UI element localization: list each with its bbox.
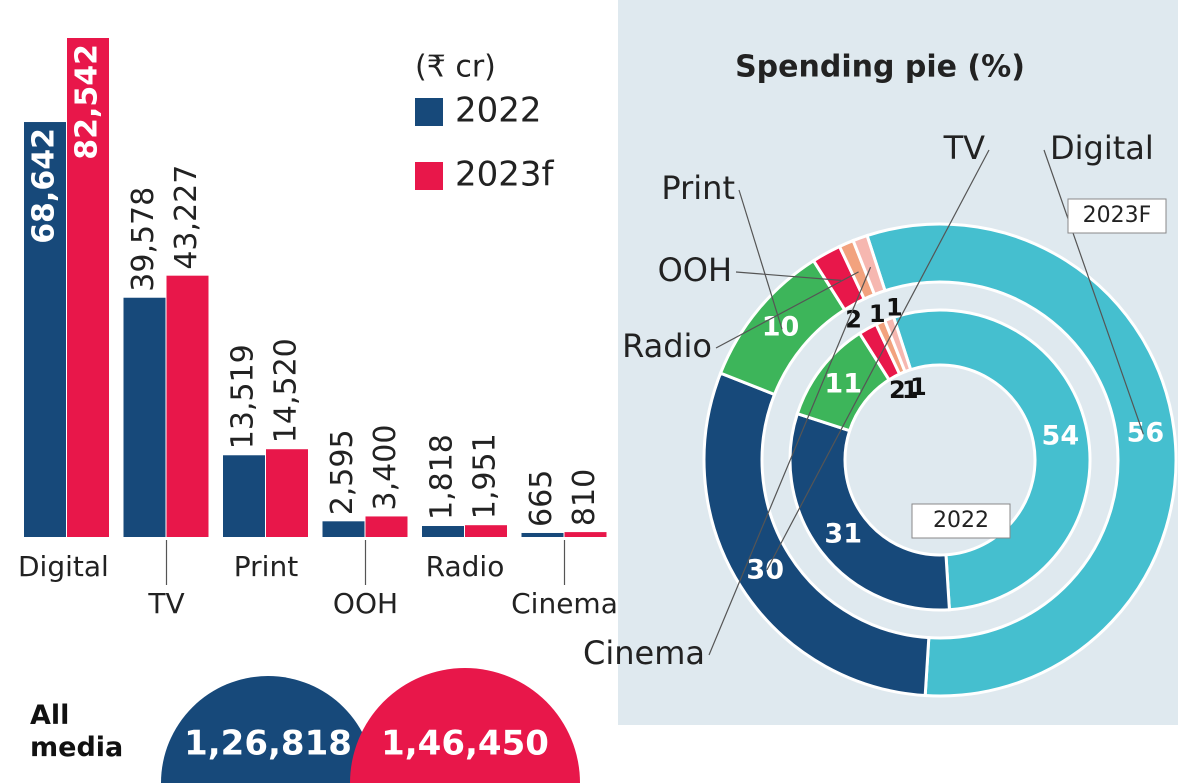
x-tick-label: Print bbox=[234, 550, 298, 583]
ring-callout bbox=[911, 503, 1011, 539]
bar bbox=[564, 532, 607, 537]
legend-swatch bbox=[415, 98, 443, 126]
bar bbox=[123, 297, 166, 537]
leader-line bbox=[708, 266, 872, 656]
pie-slice bbox=[882, 315, 913, 374]
slice-label: 31 bbox=[824, 519, 862, 550]
slice-label: 54 bbox=[1042, 421, 1080, 452]
value-label: 13,519 bbox=[226, 344, 261, 449]
total-value: 1,26,818 bbox=[184, 724, 352, 764]
leader-line bbox=[1043, 149, 1144, 435]
x-tick-label: TV bbox=[147, 587, 184, 620]
leader-line bbox=[738, 189, 783, 330]
legend-swatch bbox=[415, 162, 443, 190]
leader-line bbox=[766, 149, 990, 571]
value-label: 665 bbox=[524, 470, 559, 527]
bar bbox=[24, 122, 66, 537]
category-label: Digital bbox=[1050, 129, 1154, 167]
pie-slice bbox=[865, 222, 1178, 698]
slice-label: 1 bbox=[869, 300, 886, 328]
bar bbox=[67, 38, 109, 537]
slice-label: 2 bbox=[845, 306, 862, 334]
value-label: 3,400 bbox=[368, 425, 403, 511]
value-label: 1,818 bbox=[425, 434, 460, 520]
pie-slice bbox=[851, 233, 887, 297]
bar bbox=[266, 449, 308, 537]
ring-label: 2023F bbox=[1083, 203, 1152, 228]
category-label: TV bbox=[943, 129, 986, 167]
ring-label: 2022 bbox=[933, 508, 989, 533]
bar bbox=[322, 521, 365, 537]
category-label: Radio bbox=[622, 327, 712, 365]
pie-slice bbox=[788, 411, 952, 612]
total-semicircle bbox=[160, 676, 376, 783]
legend-title: (₹ cr) bbox=[415, 50, 496, 85]
bar bbox=[166, 275, 209, 537]
pie-slice bbox=[891, 308, 1092, 612]
x-tick-label: OOH bbox=[333, 587, 398, 620]
total-label: All media bbox=[30, 700, 124, 763]
total-semicircle bbox=[350, 668, 580, 783]
slice-label: 1 bbox=[910, 373, 927, 401]
bar bbox=[422, 526, 464, 537]
leader-line bbox=[735, 271, 842, 281]
slice-label: 1 bbox=[886, 294, 903, 322]
value-label: 2,595 bbox=[325, 429, 360, 515]
bar bbox=[465, 525, 507, 537]
legend-label: 2022 bbox=[455, 91, 542, 131]
total-value: 1,46,450 bbox=[381, 724, 549, 764]
chart-title: Spending pie (%) bbox=[735, 50, 1025, 85]
legend-label: 2023f bbox=[455, 155, 555, 195]
slice-label: 1 bbox=[902, 376, 919, 404]
bar bbox=[365, 516, 408, 537]
slice-label: 56 bbox=[1127, 418, 1165, 449]
category-label: Print bbox=[661, 169, 735, 207]
bar bbox=[521, 532, 564, 537]
slice-label: 11 bbox=[824, 368, 862, 399]
category-label: Cinema bbox=[583, 634, 705, 672]
slice-label: 30 bbox=[746, 554, 784, 585]
leader-line bbox=[715, 271, 859, 349]
x-tick-label: Digital bbox=[18, 550, 109, 583]
slice-label: 10 bbox=[762, 312, 800, 343]
value-label: 14,520 bbox=[269, 338, 304, 443]
value-label: 1,951 bbox=[468, 433, 503, 519]
ring-callout bbox=[1067, 198, 1167, 234]
bar bbox=[223, 455, 265, 537]
value-label: 43,227 bbox=[169, 165, 204, 270]
x-tick-label: Cinema bbox=[511, 587, 618, 620]
value-label: 82,542 bbox=[70, 44, 105, 160]
category-label: OOH bbox=[658, 251, 732, 289]
value-label: 810 bbox=[567, 469, 602, 526]
x-tick-label: Radio bbox=[426, 550, 505, 583]
value-label: 68,642 bbox=[27, 128, 62, 244]
slice-label: 2 bbox=[889, 376, 906, 404]
value-label: 39,578 bbox=[126, 187, 161, 292]
